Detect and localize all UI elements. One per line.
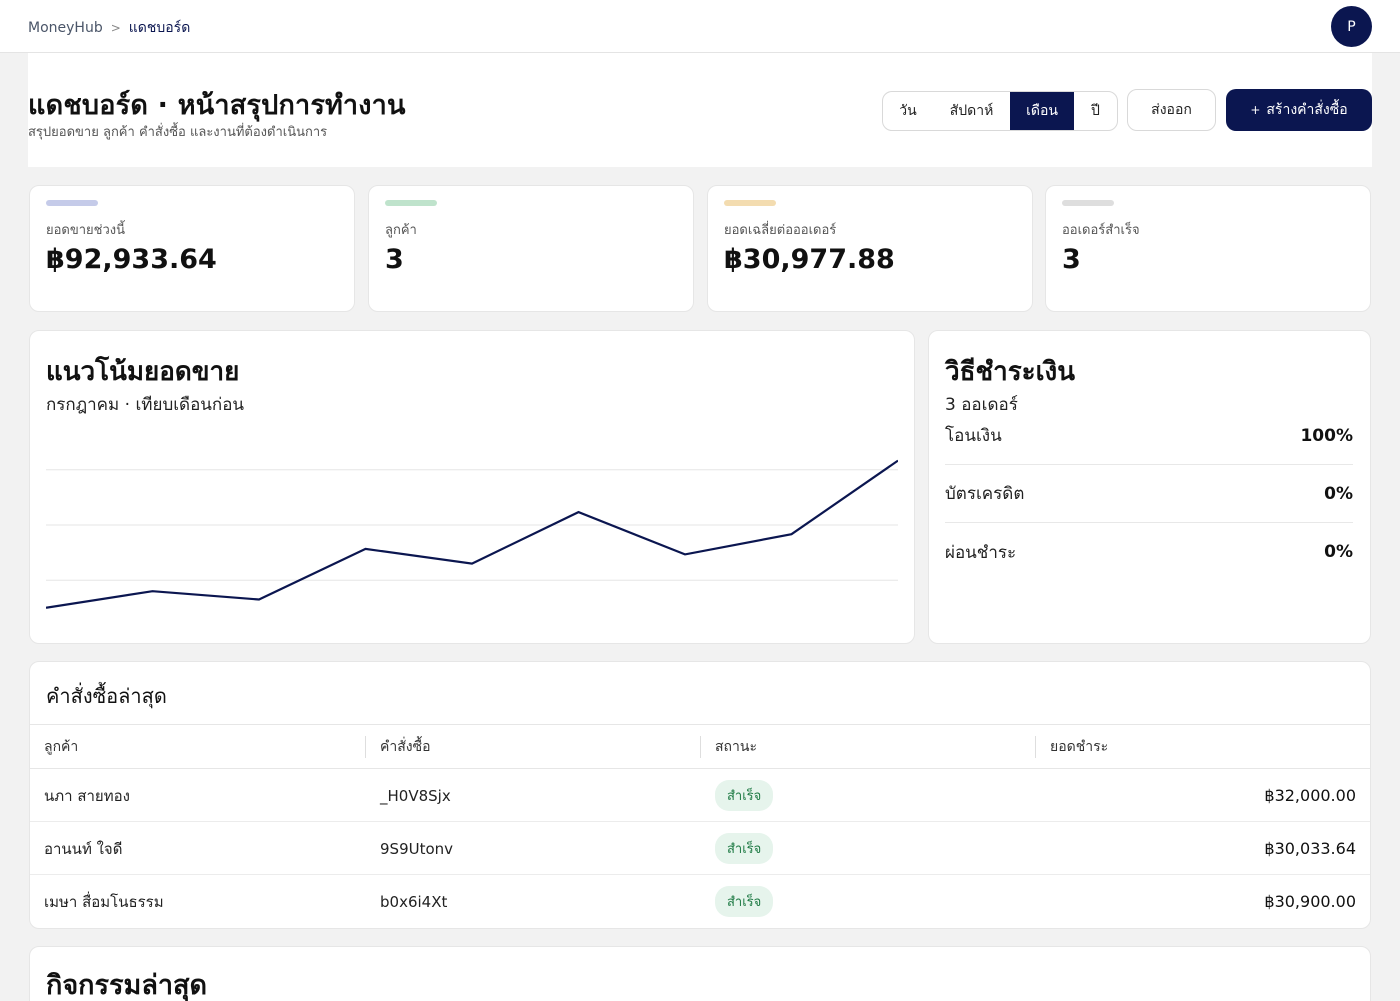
payment-method-percent: 0%	[1324, 542, 1353, 562]
column-header-customer[interactable]: ลูกค้า	[44, 738, 79, 755]
range-tab-week[interactable]: สัปดาห์	[949, 103, 994, 119]
kpi-value: ฿92,933.64	[46, 244, 217, 275]
orders-table-header: ลูกค้า คำสั่งซื้อ สถานะ ยอดชำระ	[30, 724, 1370, 769]
sales-trend-subtitle: กรกฎาคม · เทียบเดือนก่อน	[46, 395, 245, 415]
order-customer: นภา สายทอง	[44, 786, 130, 805]
kpi-accent-bar	[385, 200, 437, 206]
sales-trend-title: แนวโน้มยอดขาย	[46, 357, 240, 387]
sales-trend-line	[46, 459, 898, 609]
chart-data-point[interactable]	[573, 506, 585, 518]
payment-method-percent: 100%	[1300, 425, 1353, 446]
breadcrumb-current: แดชบอร์ด	[128, 20, 191, 36]
sales-trend-card: แนวโน้มยอดขาย กรกฎาคม · เทียบเดือนก่อน	[29, 330, 915, 644]
order-amount: ฿30,033.64	[1264, 839, 1356, 858]
date-range-selector: วัน สัปดาห์ เดือน ปี	[882, 91, 1118, 131]
kpi-value: 3	[385, 244, 404, 275]
status-badge: สำเร็จ	[715, 833, 774, 864]
column-divider	[365, 736, 366, 758]
kpi-value: 3	[1062, 244, 1081, 275]
chart-data-point[interactable]	[466, 558, 478, 570]
order-amount: ฿32,000.00	[1264, 786, 1356, 805]
payment-method-row: โอนเงิน 100%	[945, 407, 1353, 465]
table-row[interactable]: นภา สายทอง _H0V8Sjx สำเร็จ ฿32,000.00	[30, 769, 1370, 822]
recent-activity-card: กิจกรรมล่าสุด	[29, 946, 1371, 1001]
page-header: แดชบอร์ด · หน้าสรุปการทำงาน สรุปยอดขาย ล…	[28, 53, 1372, 167]
chart-data-point[interactable]	[46, 602, 52, 614]
order-id[interactable]: b0x6i4Xt	[380, 892, 448, 911]
kpi-card-avg-order: ยอดเฉลี่ยต่อออเดอร์ ฿30,977.88	[707, 185, 1033, 312]
table-row[interactable]: อานนท์ ใจดี 9S9Utonv สำเร็จ ฿30,033.64	[30, 822, 1370, 875]
breadcrumb-separator-icon: >	[110, 21, 121, 35]
chart-data-point[interactable]	[253, 594, 265, 606]
column-header-amount[interactable]: ยอดชำระ	[1050, 738, 1109, 755]
payment-method-name: ผ่อนชำระ	[945, 542, 1017, 563]
order-customer: อานนท์ ใจดี	[44, 839, 123, 858]
order-id[interactable]: _H0V8Sjx	[380, 786, 451, 805]
range-tab-year[interactable]: ปี	[1091, 103, 1100, 119]
recent-orders-card: คำสั่งซื้อล่าสุด ลูกค้า คำสั่งซื้อ สถานะ…	[29, 661, 1371, 929]
kpi-accent-bar	[724, 200, 776, 206]
create-order-label: สร้างคำสั่งซื้อ	[1266, 102, 1348, 118]
range-tab-day[interactable]: วัน	[899, 103, 917, 119]
payment-method-row: ผ่อนชำระ 0%	[945, 523, 1353, 581]
export-button[interactable]: ส่งออก	[1127, 89, 1216, 131]
payment-method-percent: 0%	[1324, 483, 1353, 504]
page-title: แดชบอร์ด · หน้าสรุปการทำงาน	[28, 90, 406, 121]
payment-method-name: บัตรเครดิต	[945, 484, 1025, 504]
payment-method-name: โอนเงิน	[945, 426, 1002, 446]
recent-orders-title: คำสั่งซื้อล่าสุด	[46, 684, 167, 708]
column-divider	[1035, 736, 1036, 758]
table-row[interactable]: เมษา สื่อมโนธรรม b0x6i4Xt สำเร็จ ฿30,900…	[30, 875, 1370, 928]
chart-data-point[interactable]	[360, 543, 372, 555]
kpi-accent-bar	[1062, 200, 1114, 206]
recent-activity-title: กิจกรรมล่าสุด	[46, 970, 208, 1001]
sales-trend-chart	[46, 459, 898, 614]
order-customer: เมษา สื่อมโนธรรม	[44, 892, 164, 911]
status-badge: สำเร็จ	[715, 780, 774, 811]
create-order-button[interactable]: + สร้างคำสั่งซื้อ	[1226, 89, 1372, 131]
column-divider	[700, 736, 701, 758]
breadcrumb: MoneyHub > แดชบอร์ด	[28, 17, 190, 39]
kpi-label: ยอดขายช่วงนี้	[46, 223, 126, 238]
chart-data-point[interactable]	[679, 548, 691, 560]
order-id[interactable]: 9S9Utonv	[380, 839, 454, 858]
kpi-label: ออเดอร์สำเร็จ	[1062, 223, 1140, 238]
kpi-value: ฿30,977.88	[724, 244, 895, 275]
page-subtitle: สรุปยอดขาย ลูกค้า คำสั่งซื้อ และงานที่ต้…	[28, 125, 328, 140]
kpi-label: ยอดเฉลี่ยต่อออเดอร์	[724, 223, 837, 238]
payment-methods-subtitle: 3 ออเดอร์	[945, 395, 1018, 415]
user-avatar[interactable]: P	[1331, 6, 1372, 47]
payment-methods-card: วิธีชำระเงิน 3 ออเดอร์ โอนเงิน 100% บัตร…	[928, 330, 1371, 644]
top-bar: MoneyHub > แดชบอร์ด P	[0, 0, 1400, 53]
kpi-accent-bar	[46, 200, 98, 206]
kpi-label: ลูกค้า	[385, 223, 417, 238]
range-tab-month[interactable]: เดือน	[1010, 92, 1074, 130]
column-header-order[interactable]: คำสั่งซื้อ	[380, 738, 431, 755]
kpi-card-customers: ลูกค้า 3	[368, 185, 694, 312]
chart-data-point[interactable]	[786, 528, 798, 540]
payment-methods-title: วิธีชำระเงิน	[945, 357, 1075, 387]
breadcrumb-root-link[interactable]: MoneyHub	[28, 20, 103, 36]
order-amount: ฿30,900.00	[1264, 892, 1356, 911]
kpi-card-completed-orders: ออเดอร์สำเร็จ 3	[1045, 185, 1371, 312]
column-header-status[interactable]: สถานะ	[715, 738, 757, 755]
status-badge: สำเร็จ	[715, 886, 774, 917]
kpi-card-sales: ยอดขายช่วงนี้ ฿92,933.64	[29, 185, 355, 312]
payment-method-row: บัตรเครดิต 0%	[945, 465, 1353, 523]
chart-data-point[interactable]	[147, 585, 159, 597]
plus-icon: +	[1250, 103, 1261, 117]
